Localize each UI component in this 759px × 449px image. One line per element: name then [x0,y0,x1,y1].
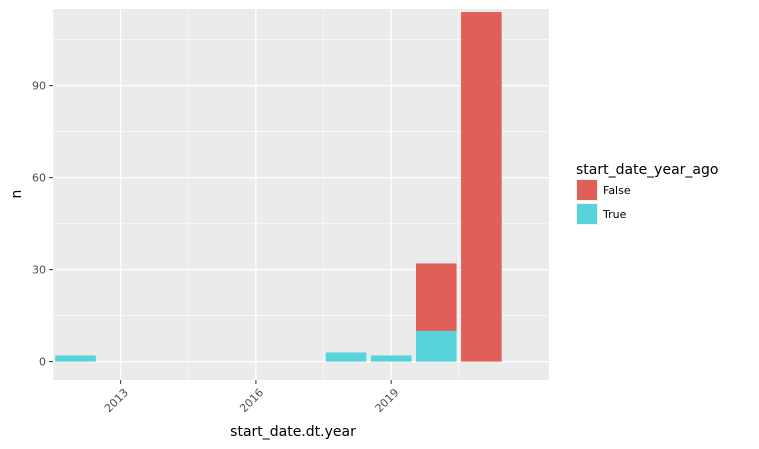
legend-swatch-true [577,204,597,224]
legend-label-false: False [603,184,631,197]
bar-true [325,352,367,362]
x-tick-label: 2013 [102,386,131,415]
bars [55,12,502,362]
x-tick-label: 2016 [237,386,266,415]
y-tick-label: 30 [32,264,46,277]
x-tick-label: 2019 [373,386,402,415]
y-tick-label: 0 [39,356,46,369]
legend: start_date_year_ago False True [576,162,718,225]
x-axis-title: start_date.dt.year [230,424,356,440]
x-axis: 2013 2016 2019 [102,380,402,415]
y-axis: 0 30 60 90 [32,80,53,369]
y-tick-label: 60 [32,172,46,185]
legend-title: start_date_year_ago [576,162,718,178]
bar-false [461,12,502,362]
bar-true [55,355,96,362]
y-axis-title: n [9,190,25,199]
bar-true [370,355,412,362]
bar-true [415,330,457,362]
y-tick-label: 90 [32,80,46,93]
bar-false [415,263,457,331]
legend-label-true: True [602,208,627,221]
legend-swatch-false [577,180,597,200]
